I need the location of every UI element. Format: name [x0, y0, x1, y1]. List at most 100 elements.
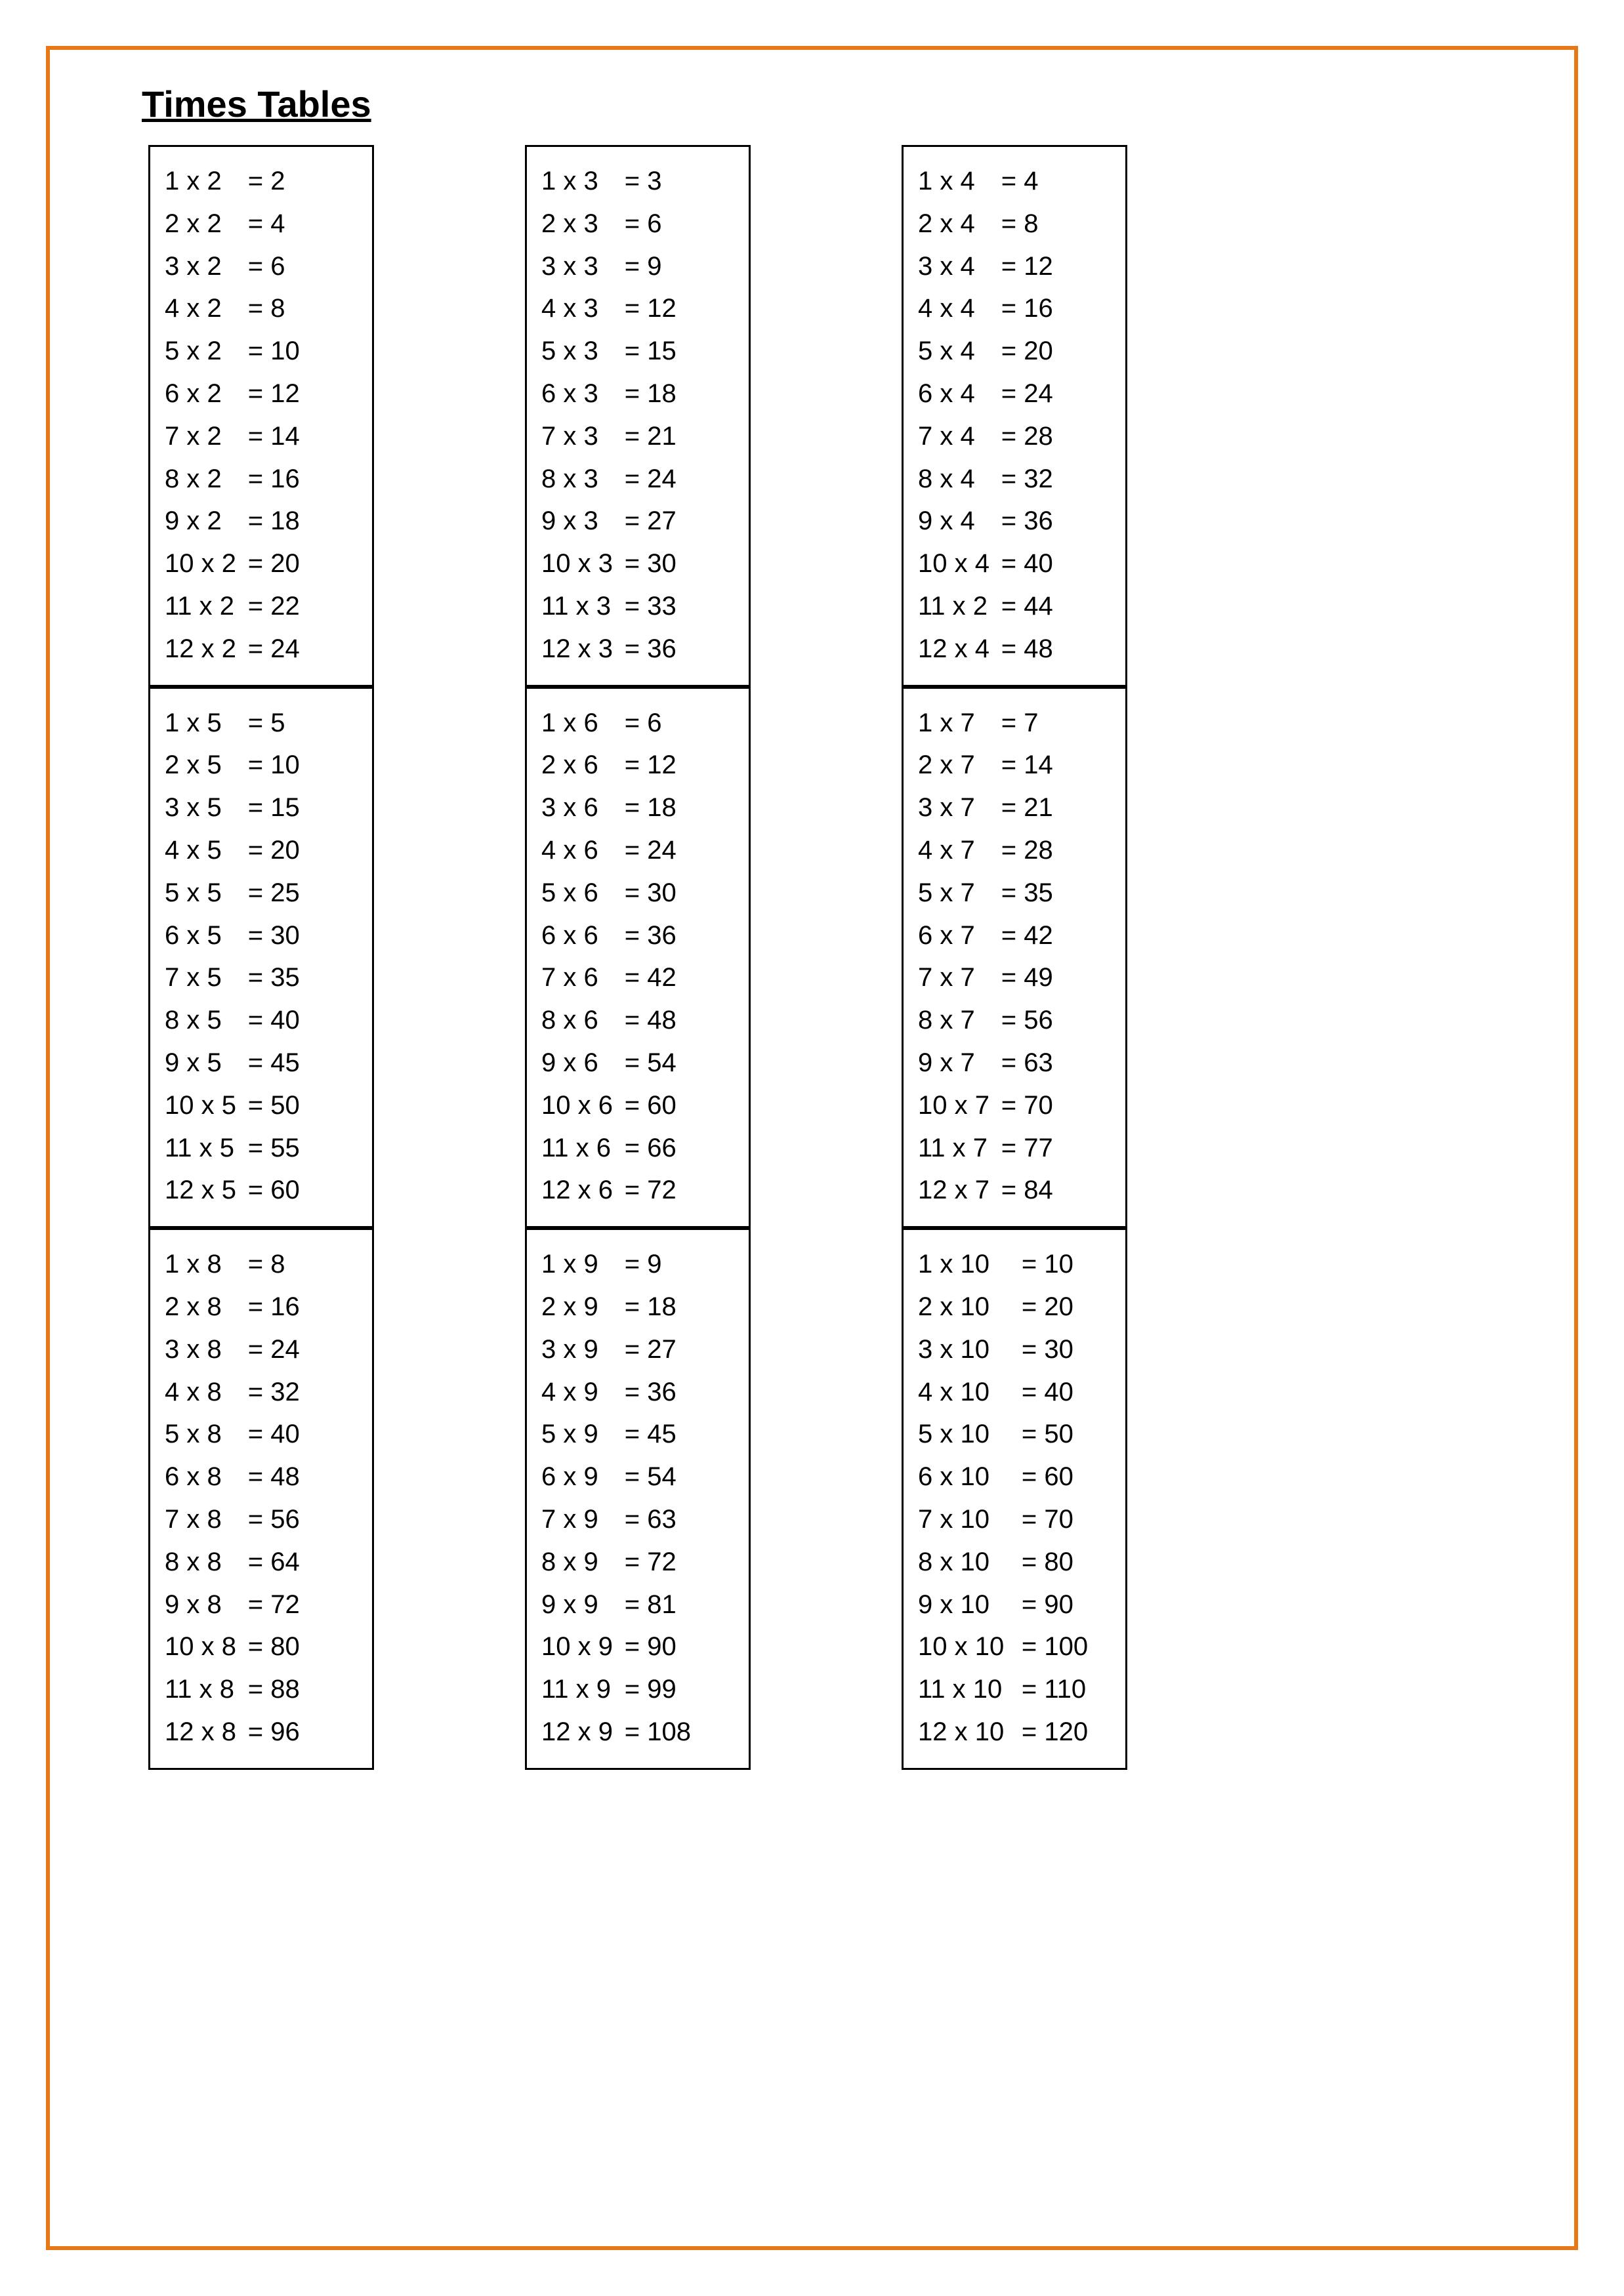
equation-rhs: = 40 [241, 1420, 300, 1448]
equation-rhs: = 27 [617, 506, 677, 535]
equation-lhs: 9 x 10 [918, 1584, 1014, 1626]
equation-lhs: 2 x 8 [165, 1286, 241, 1328]
table-row: 11 x 2 = 22 [165, 585, 358, 628]
equation-rhs: = 15 [617, 337, 677, 365]
equation-lhs: 10 x 3 [541, 543, 617, 585]
equation-rhs: = 42 [617, 963, 677, 992]
table-row: 6 x 2 = 12 [165, 373, 358, 415]
page-border: Times Tables 1 x 2 = 22 x 2 = 43 x 2 = 6… [46, 46, 1578, 2250]
equation-lhs: 1 x 8 [165, 1243, 241, 1286]
equation-rhs: = 12 [617, 294, 677, 323]
table-row: 5 x 3 = 15 [541, 330, 734, 373]
table-row: 11 x 7 = 77 [918, 1127, 1111, 1170]
equation-lhs: 9 x 4 [918, 500, 994, 543]
table-row: 8 x 5 = 40 [165, 999, 358, 1042]
table-row: 12 x 10 = 120 [918, 1711, 1111, 1753]
equation-rhs: = 63 [617, 1505, 677, 1534]
table-row: 12 x 8 = 96 [165, 1711, 358, 1753]
table-row: 3 x 3 = 9 [541, 245, 734, 288]
times-table-9: 1 x 9 = 92 x 9 = 183 x 9 = 274 x 9 = 365… [525, 1228, 751, 1770]
table-row: 2 x 7 = 14 [918, 744, 1111, 787]
table-row: 10 x 5 = 50 [165, 1084, 358, 1127]
equation-rhs: = 48 [617, 1006, 677, 1035]
times-table-10: 1 x 10 = 102 x 10 = 203 x 10 = 304 x 10 … [902, 1228, 1127, 1770]
table-row: 7 x 9 = 63 [541, 1498, 734, 1541]
table-row: 9 x 7 = 63 [918, 1042, 1111, 1084]
equation-lhs: 8 x 3 [541, 458, 617, 501]
equation-rhs: = 24 [241, 634, 300, 663]
equation-rhs: = 12 [241, 379, 300, 408]
equation-lhs: 1 x 4 [918, 160, 994, 203]
table-row: 1 x 2 = 2 [165, 160, 358, 203]
table-row: 4 x 9 = 36 [541, 1371, 734, 1414]
equation-rhs: = 8 [241, 294, 285, 323]
table-row: 4 x 8 = 32 [165, 1371, 358, 1414]
equation-lhs: 12 x 2 [165, 628, 241, 670]
table-row: 11 x 6 = 66 [541, 1127, 734, 1170]
equation-lhs: 8 x 7 [918, 999, 994, 1042]
equation-rhs: = 20 [994, 337, 1053, 365]
table-row: 1 x 5 = 5 [165, 702, 358, 745]
equation-lhs: 9 x 3 [541, 500, 617, 543]
table-row: 7 x 2 = 14 [165, 415, 358, 458]
table-row: 11 x 5 = 55 [165, 1127, 358, 1170]
equation-lhs: 5 x 7 [918, 872, 994, 914]
table-row: 2 x 9 = 18 [541, 1286, 734, 1328]
table-row: 5 x 5 = 25 [165, 872, 358, 914]
equation-rhs: = 48 [994, 634, 1053, 663]
equation-lhs: 11 x 9 [541, 1668, 617, 1711]
equation-rhs: = 16 [241, 1292, 300, 1321]
table-row: 2 x 2 = 4 [165, 203, 358, 245]
equation-lhs: 11 x 10 [918, 1668, 1014, 1711]
equation-rhs: = 99 [617, 1675, 677, 1704]
table-row: 8 x 8 = 64 [165, 1541, 358, 1584]
table-row: 1 x 10 = 10 [918, 1243, 1111, 1286]
equation-lhs: 9 x 2 [165, 500, 241, 543]
table-row: 3 x 7 = 21 [918, 787, 1111, 829]
equation-lhs: 4 x 7 [918, 829, 994, 872]
equation-lhs: 10 x 2 [165, 543, 241, 585]
equation-lhs: 7 x 5 [165, 956, 241, 999]
table-row: 5 x 10 = 50 [918, 1413, 1111, 1456]
equation-rhs: = 22 [241, 592, 300, 621]
equation-rhs: = 8 [994, 209, 1039, 238]
equation-lhs: 2 x 9 [541, 1286, 617, 1328]
table-row: 8 x 10 = 80 [918, 1541, 1111, 1584]
equation-rhs: = 20 [241, 836, 300, 865]
equation-rhs: = 14 [241, 422, 300, 451]
equation-lhs: 5 x 2 [165, 330, 241, 373]
equation-rhs: = 88 [241, 1675, 300, 1704]
equation-rhs: = 10 [241, 750, 300, 779]
table-row: 4 x 6 = 24 [541, 829, 734, 872]
times-table-3: 1 x 3 = 32 x 3 = 63 x 3 = 94 x 3 = 125 x… [525, 145, 751, 687]
equation-rhs: = 56 [241, 1505, 300, 1534]
table-row: 9 x 5 = 45 [165, 1042, 358, 1084]
table-row: 6 x 3 = 18 [541, 373, 734, 415]
equation-lhs: 2 x 3 [541, 203, 617, 245]
equation-rhs: = 30 [1014, 1335, 1073, 1364]
equation-rhs: = 24 [617, 464, 677, 493]
equation-rhs: = 70 [1014, 1505, 1073, 1534]
equation-lhs: 7 x 10 [918, 1498, 1014, 1541]
equation-lhs: 7 x 7 [918, 956, 994, 999]
equation-rhs: = 30 [241, 921, 300, 950]
table-row: 6 x 4 = 24 [918, 373, 1111, 415]
equation-rhs: = 54 [617, 1048, 677, 1077]
equation-lhs: 3 x 6 [541, 787, 617, 829]
equation-lhs: 8 x 9 [541, 1541, 617, 1584]
equation-lhs: 5 x 8 [165, 1413, 241, 1456]
equation-rhs: = 40 [1014, 1378, 1073, 1406]
table-row: 10 x 3 = 30 [541, 543, 734, 585]
equation-rhs: = 8 [241, 1250, 285, 1279]
equation-rhs: = 21 [994, 793, 1053, 822]
equation-lhs: 12 x 5 [165, 1169, 241, 1212]
equation-lhs: 2 x 6 [541, 744, 617, 787]
equation-rhs: = 32 [994, 464, 1053, 493]
equation-lhs: 1 x 9 [541, 1243, 617, 1286]
equation-rhs: = 16 [241, 464, 300, 493]
equation-rhs: = 18 [241, 506, 300, 535]
equation-rhs: = 6 [241, 252, 285, 281]
equation-rhs: = 12 [617, 750, 677, 779]
equation-rhs: = 36 [617, 1378, 677, 1406]
equation-lhs: 9 x 6 [541, 1042, 617, 1084]
